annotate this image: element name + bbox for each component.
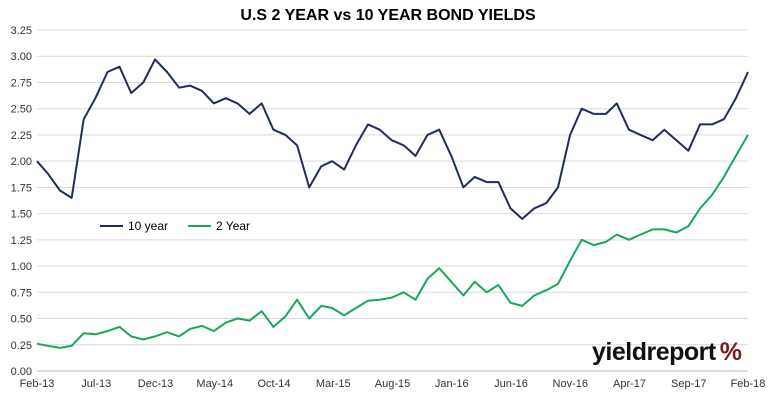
x-tick-label: Sep-17 — [671, 378, 706, 390]
x-tick-label: Aug-15 — [375, 378, 410, 390]
x-tick-label: Feb-13 — [20, 378, 55, 390]
y-tick-label: 2.00 — [11, 156, 32, 168]
series-line-10-year — [36, 58, 749, 220]
x-tick-label: Nov-16 — [553, 378, 588, 390]
y-tick-label: 0.25 — [11, 340, 32, 352]
x-tick-label: Feb-18 — [731, 378, 766, 390]
y-tick-label: 3.25 — [11, 25, 32, 37]
y-tick-label: 3.00 — [11, 51, 32, 63]
y-axis-ticks: 0.00 0.25 0.50 0.75 1.00 1.25 1.50 1.75 2.00 2.25… — [11, 25, 32, 378]
y-tick-label: 2.50 — [11, 104, 32, 116]
y-tick-label: 1.25 — [11, 235, 32, 247]
series-line-2-year — [36, 134, 749, 349]
x-tick-label: Oct-14 — [257, 378, 290, 390]
x-tick-label: Jan-16 — [435, 378, 469, 390]
percent-icon: % — [719, 338, 742, 366]
y-tick-label: 2.75 — [11, 77, 32, 89]
y-tick-label: 2.25 — [11, 130, 32, 142]
x-tick-label: Jul-13 — [81, 378, 111, 390]
chart-title: U.S 2 YEAR vs 10 YEAR BOND YIELDS — [240, 7, 536, 24]
y-tick-label: 0.50 — [11, 314, 32, 326]
x-tick-label: Jun-16 — [494, 378, 528, 390]
y-tick-label: 0.75 — [11, 287, 32, 299]
y-tick-label: 1.50 — [11, 209, 32, 221]
x-tick-label: May-14 — [196, 378, 233, 390]
series-lines — [36, 58, 749, 349]
x-tick-label: Apr-17 — [613, 378, 646, 390]
yieldreport-logo: yieldreport% — [592, 338, 742, 367]
x-tick-label: Dec-13 — [138, 378, 173, 390]
legend: 10 year 2 Year — [100, 219, 250, 233]
x-axis-ticks: Feb-13 Jul-13 Dec-13 May-14 Oct-14 Mar-15 Aug-… — [20, 378, 766, 390]
x-tick-label: Mar-15 — [316, 378, 351, 390]
y-tick-label: 1.00 — [11, 261, 32, 273]
legend-label-2-year: 2 Year — [216, 219, 250, 233]
grid-lines — [37, 29, 748, 346]
y-tick-label: 0.00 — [11, 366, 32, 378]
legend-label-10-year: 10 year — [128, 219, 168, 233]
y-tick-label: 1.75 — [11, 182, 32, 194]
logo-text: yieldreport — [592, 338, 716, 366]
